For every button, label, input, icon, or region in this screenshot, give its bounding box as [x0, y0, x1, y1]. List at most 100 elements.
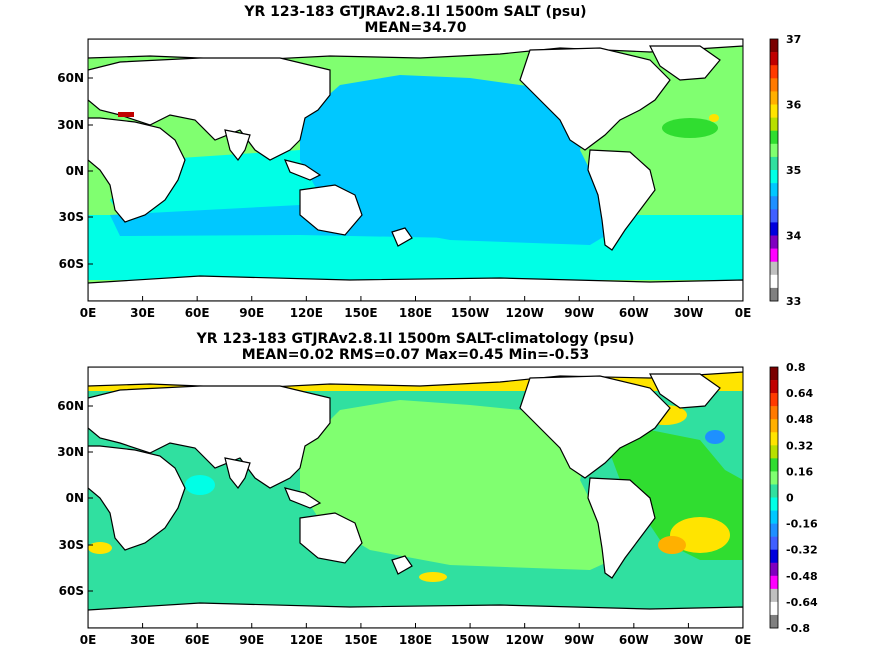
y-tick-label: 0N	[66, 491, 84, 505]
x-tick-label: 180E	[399, 306, 432, 320]
x-tick-label: 60W	[619, 633, 649, 647]
x-tick-label: 0E	[735, 306, 752, 320]
x-tick-label: 150E	[344, 306, 377, 320]
y-tick-label: 60S	[59, 257, 84, 271]
colorbar-label: 0.32	[786, 439, 813, 452]
x-tick-label: 60W	[619, 306, 649, 320]
panel2-map	[88, 367, 743, 628]
panel2-subtitle: MEAN=0.02 RMS=0.07 Max=0.45 Min=-0.53	[241, 347, 590, 363]
colorbar-swatch	[770, 143, 778, 158]
arctic-land-2	[88, 367, 743, 389]
y-tick-label: 60S	[59, 584, 84, 598]
colorbar-swatch	[770, 274, 778, 289]
australia-land-2	[299, 512, 363, 564]
arctic-land	[88, 39, 743, 61]
colorbar-swatch	[770, 471, 778, 485]
panel1-map	[88, 39, 743, 301]
africa-land	[88, 117, 186, 223]
colorbar-label: 33	[786, 295, 801, 308]
colorbar-swatch	[770, 484, 778, 498]
y-tick-label: 0N	[66, 164, 84, 178]
colorbar-swatch	[770, 549, 778, 564]
colorbar-label: -0.48	[786, 570, 818, 583]
x-tick-label: 120E	[290, 306, 323, 320]
x-tick-label: 150E	[344, 633, 377, 647]
colorbar-swatch	[770, 601, 778, 616]
x-tick-label: 0E	[80, 306, 97, 320]
salt-atlantic-max-patch	[709, 114, 719, 122]
colorbar-label: -0.16	[786, 518, 818, 531]
south-america-land	[587, 149, 656, 251]
colorbar-swatch	[770, 419, 778, 433]
anom-pacific-field	[300, 400, 612, 570]
colorbar-swatch	[770, 406, 778, 420]
y-tick-label: 30S	[59, 210, 84, 224]
x-tick-label: 30W	[673, 633, 703, 647]
colorbar-label: 0.64	[786, 387, 813, 400]
colorbar-swatch	[770, 130, 778, 145]
panel2-land	[88, 367, 743, 628]
indonesia-land-2	[283, 487, 322, 509]
panel2-axis-ticks: 0E 30E 60E 90E 120E 150E 180E 150W 120W 90W 60W 30W…	[57, 399, 751, 647]
panel1-axis-ticks: 0E 30E 60E 90E 120E 150E 180E 150W 120W 90W 60W 30W…	[57, 71, 751, 320]
colorbar-label: 0.8	[786, 361, 806, 374]
colorbar-frame	[769, 38, 779, 302]
colorbar-swatch	[770, 458, 778, 472]
x-tick-label: 180E	[399, 633, 432, 647]
salt-atlantic-high-patch	[662, 118, 718, 138]
colorbar-swatch	[770, 91, 778, 105]
x-tick-label: 30E	[130, 633, 155, 647]
x-tick-label: 0E	[80, 633, 97, 647]
panel2-title: YR 123-183 GTJRAv2.8.1l 1500m SALT-clima…	[196, 331, 635, 347]
north-america-land-2	[519, 375, 671, 479]
x-tick-label: 30W	[673, 306, 703, 320]
anom-pacific-south-patch	[419, 572, 447, 582]
new-zealand-land-2	[391, 555, 413, 575]
colorbar-swatch	[770, 78, 778, 92]
colorbar-label: 0	[786, 492, 794, 505]
anom-south-atlantic-hot	[658, 536, 686, 554]
anom-gulfstream-negative	[705, 430, 725, 444]
colorbar-swatch	[770, 445, 778, 459]
colorbar-swatch	[770, 117, 778, 131]
x-tick-label: 90W	[564, 306, 594, 320]
x-tick-label: 90E	[239, 306, 264, 320]
panel1-land	[88, 39, 743, 301]
colorbar-swatch	[770, 39, 778, 53]
y-tick-label: 60N	[57, 399, 84, 413]
x-tick-label: 150W	[451, 306, 489, 320]
y-tick-label: 30S	[59, 538, 84, 552]
colorbar-swatch	[770, 497, 778, 511]
colorbar-swatch	[770, 614, 778, 629]
greenland-land-2	[649, 373, 721, 409]
antarctica-land	[88, 275, 743, 301]
x-tick-label: 90W	[564, 633, 594, 647]
colorbar-swatch	[770, 65, 778, 79]
australia-land	[299, 184, 363, 236]
salt-pacific-field	[300, 75, 615, 245]
colorbar-label: 0.48	[786, 413, 813, 426]
africa-land-2	[88, 445, 186, 551]
y-tick-label: 30N	[57, 118, 84, 132]
india-land-2	[224, 457, 251, 490]
greenland-land	[649, 45, 721, 81]
colorbar-swatch	[770, 510, 778, 524]
x-tick-label: 0E	[735, 633, 752, 647]
colorbar-label: -0.32	[786, 544, 818, 557]
colorbar-label: 35	[786, 164, 801, 177]
north-america-land	[519, 47, 671, 151]
anom-agulhas-patch	[88, 542, 112, 554]
x-tick-label: 90E	[239, 633, 264, 647]
colorbar-swatch	[770, 367, 778, 381]
colorbar-swatch	[770, 523, 778, 537]
colorbar-swatch	[770, 261, 778, 276]
india-land	[224, 129, 251, 162]
anom-indian-negative	[185, 475, 215, 495]
panel1-subtitle: MEAN=34.70	[364, 20, 467, 36]
new-zealand-land	[391, 227, 413, 247]
colorbar-swatch	[770, 248, 778, 262]
colorbar-label: 0.16	[786, 465, 813, 478]
x-tick-label: 120W	[506, 633, 544, 647]
colorbar-swatch	[770, 380, 778, 394]
colorbar-swatch	[770, 562, 778, 577]
